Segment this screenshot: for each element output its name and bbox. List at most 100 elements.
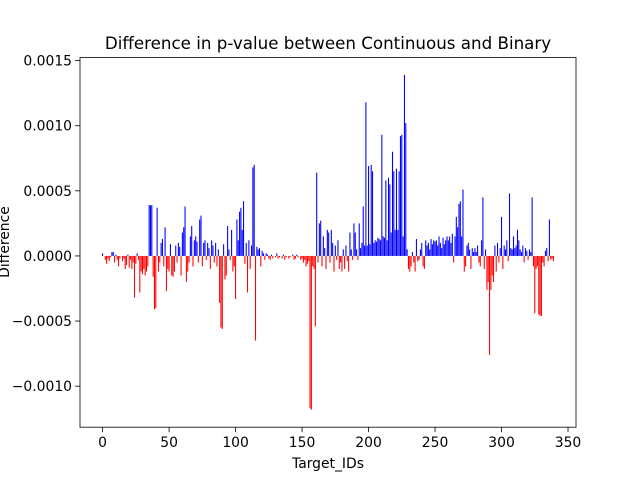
bar — [114, 255, 116, 263]
bar — [135, 255, 137, 264]
bar — [550, 255, 552, 260]
bar — [417, 255, 419, 262]
bar — [487, 255, 489, 282]
bar — [173, 255, 175, 272]
bar — [282, 254, 284, 256]
bar — [332, 242, 334, 256]
bar — [260, 255, 262, 267]
bar — [249, 255, 251, 269]
bar — [181, 232, 183, 256]
bar — [251, 245, 253, 256]
bar — [300, 255, 302, 260]
bar — [245, 242, 247, 256]
bar — [312, 255, 314, 267]
bar — [232, 255, 234, 272]
bar — [507, 255, 509, 262]
bar — [247, 255, 249, 293]
bar — [494, 245, 496, 256]
bar — [490, 255, 492, 290]
bar — [383, 237, 386, 256]
bar — [281, 255, 283, 259]
bar — [152, 255, 154, 277]
bar — [426, 245, 428, 256]
bar — [502, 255, 504, 269]
bar — [316, 172, 318, 256]
bar — [542, 255, 544, 263]
bar — [491, 255, 493, 276]
bar — [457, 227, 459, 256]
bar — [159, 255, 161, 263]
bar — [356, 249, 358, 256]
bar — [292, 254, 294, 256]
bar — [390, 232, 392, 256]
bar — [551, 255, 553, 259]
bar — [184, 206, 186, 256]
bar — [454, 236, 456, 256]
bar — [204, 240, 206, 256]
y-tick-label: −0.0005 — [12, 314, 72, 330]
bar — [313, 255, 315, 269]
bar — [164, 227, 166, 256]
bar — [189, 236, 191, 256]
bar — [191, 225, 193, 256]
bar — [329, 255, 331, 263]
bar — [177, 242, 179, 256]
y-tick-label: 0.0000 — [23, 249, 72, 265]
bar — [294, 255, 296, 259]
bar — [350, 249, 352, 256]
bar — [397, 229, 399, 256]
bar — [411, 252, 413, 256]
bar — [157, 255, 159, 272]
bar — [489, 255, 491, 355]
bar — [156, 207, 158, 256]
bar — [511, 249, 513, 256]
y-tick-label: 0.0015 — [23, 54, 72, 70]
bar — [447, 240, 449, 256]
bar — [258, 248, 261, 256]
bar — [193, 240, 195, 256]
bar — [261, 250, 263, 256]
bar — [127, 254, 129, 256]
bar — [338, 255, 340, 269]
bar — [197, 255, 199, 263]
bar — [403, 74, 405, 256]
bar — [318, 223, 320, 256]
bar — [499, 248, 501, 256]
bar — [360, 248, 362, 256]
bar — [304, 255, 306, 260]
bar — [240, 207, 242, 256]
bar — [530, 252, 532, 256]
x-tick-label: 100 — [222, 435, 249, 451]
bar — [334, 245, 336, 256]
bar — [483, 255, 485, 269]
x-tick-label: 350 — [555, 435, 582, 451]
bar — [243, 201, 245, 256]
bar — [368, 166, 370, 256]
bar — [321, 255, 323, 267]
bar — [205, 255, 207, 260]
bar — [169, 244, 171, 256]
bar — [516, 229, 519, 256]
bar — [225, 255, 227, 276]
bar — [322, 236, 324, 256]
bar — [129, 255, 132, 260]
bar — [528, 249, 530, 256]
bar — [141, 255, 144, 275]
bar — [171, 255, 173, 276]
bar — [431, 244, 433, 256]
bar — [124, 255, 126, 269]
bar — [399, 136, 402, 256]
bar — [293, 255, 295, 260]
bar — [501, 216, 503, 256]
bar — [450, 242, 452, 256]
bar — [531, 197, 533, 256]
bar — [479, 255, 481, 267]
bar — [364, 245, 366, 256]
bar — [236, 219, 238, 256]
bar — [353, 223, 355, 256]
x-tick-label: 50 — [160, 435, 178, 451]
bar — [486, 255, 488, 290]
bar — [310, 255, 312, 410]
bar — [493, 255, 495, 282]
bar — [477, 245, 479, 256]
